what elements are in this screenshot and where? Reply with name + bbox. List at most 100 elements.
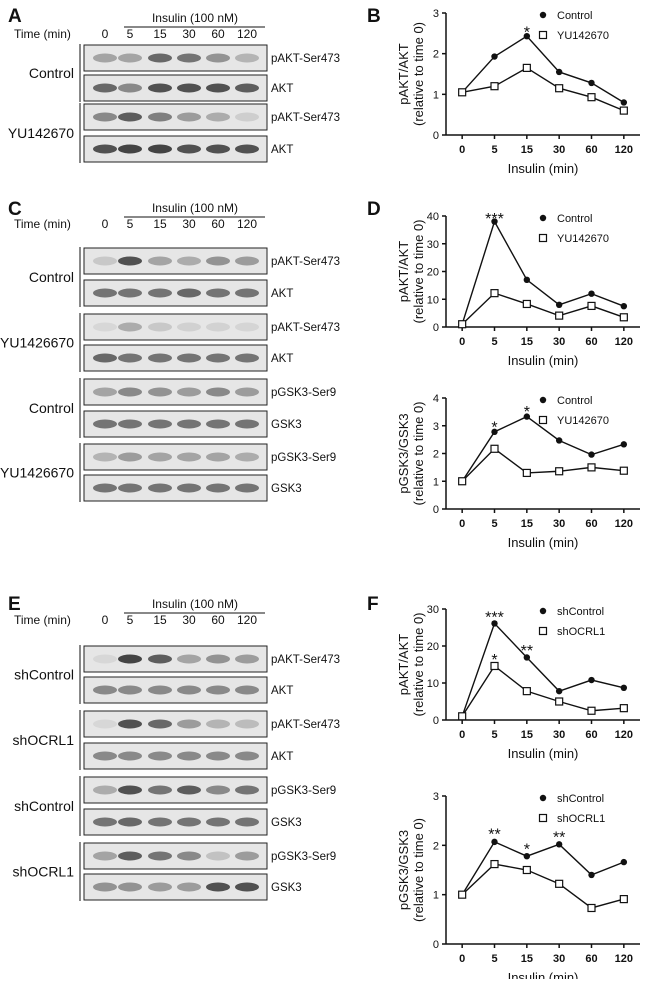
x-tick-label: 15 — [521, 729, 533, 741]
blot-band — [93, 256, 117, 266]
x-tick-label: 30 — [553, 144, 565, 156]
data-point-open — [555, 84, 564, 93]
blot-panel-A: Insulin (100 nM) Time (min) 0 5 15 30 60 120 Con… — [8, 11, 340, 163]
data-point-filled — [588, 676, 595, 684]
legend-label: Control — [557, 395, 592, 407]
series-line-filled — [461, 840, 625, 896]
blot-band — [177, 112, 201, 122]
blot-band — [148, 882, 172, 892]
y-axis-label-sub: (relative to time 0) — [411, 22, 426, 126]
data-point-filled — [555, 687, 563, 695]
data-point-filled — [555, 841, 563, 848]
blot-band — [206, 751, 230, 761]
blot-band — [206, 785, 230, 795]
blot-band — [118, 53, 142, 63]
blot-band — [148, 353, 172, 363]
panel-letter-c: C — [8, 199, 22, 220]
x-axis-label: Insulin (min) — [508, 161, 579, 176]
time-label: Time (min) — [14, 217, 71, 231]
blot-band — [235, 751, 259, 761]
protein-label: pAKT-Ser473 — [271, 719, 340, 731]
panel-letter-a: A — [8, 6, 22, 27]
group-label: Control — [29, 400, 74, 416]
legend-label: YU142670 — [557, 30, 609, 42]
data-point-open — [555, 697, 564, 706]
blot-band — [93, 83, 117, 93]
time-tick: 120 — [237, 613, 257, 627]
legend-label: YU142670 — [557, 415, 609, 427]
data-point-open — [555, 311, 564, 320]
blot-band — [206, 419, 230, 429]
blot-band — [235, 112, 259, 122]
data-point-filled — [620, 302, 628, 310]
significance-mark: *** — [485, 610, 504, 627]
data-point-open — [458, 890, 467, 899]
blot-band — [148, 685, 172, 695]
blot-band — [93, 53, 117, 63]
time-tick: 15 — [153, 27, 167, 41]
x-tick-label: 5 — [491, 144, 497, 156]
blot-band — [206, 353, 230, 363]
blot-header: Insulin (100 nM) — [152, 597, 238, 611]
data-point-open — [490, 661, 499, 671]
blot-band — [235, 53, 259, 63]
legend-marker-filled — [539, 607, 547, 615]
data-point-open — [458, 320, 467, 329]
series-line-open — [461, 292, 625, 325]
protein-label: AKT — [271, 83, 293, 95]
blot-band — [118, 387, 142, 397]
blot-band — [118, 751, 142, 761]
series-line-open — [461, 863, 625, 909]
group-label: shOCRL1 — [13, 864, 75, 880]
protein-label: pAKT-Ser473 — [271, 112, 340, 124]
blot-band — [235, 353, 259, 363]
blot-panel-E: Insulin (100 nM) Time (min) 0 5 15 30 60 120 shC… — [13, 597, 340, 901]
series-line-open — [461, 447, 624, 482]
blot-band — [206, 483, 230, 493]
data-point-open — [619, 704, 628, 713]
x-tick-label: 15 — [521, 336, 533, 348]
protein-label: pAKT-Ser473 — [271, 256, 340, 268]
blot-band — [118, 851, 142, 861]
blot-header: Insulin (100 nM) — [152, 201, 238, 215]
time-tick: 60 — [211, 217, 225, 231]
legend-marker-filled — [539, 794, 547, 802]
data-point-filled — [523, 852, 531, 860]
x-tick-label: 120 — [615, 729, 633, 741]
x-tick-label: 60 — [585, 729, 597, 741]
protein-label: pAKT-Ser473 — [271, 53, 340, 65]
blot-strip — [83, 710, 268, 738]
blot-band — [148, 719, 172, 729]
time-tick: 30 — [182, 217, 196, 231]
blot-strip — [83, 313, 268, 341]
blot-band — [177, 353, 201, 363]
data-point-open — [522, 299, 531, 309]
x-tick-label: 0 — [459, 518, 465, 530]
data-point-filled — [491, 838, 498, 846]
protein-label: AKT — [271, 288, 293, 300]
blot-band — [148, 483, 172, 493]
y-tick-label: 3 — [433, 791, 439, 803]
series-line-open — [461, 664, 624, 717]
significance-mark: * — [491, 652, 497, 669]
blot-band — [93, 387, 117, 397]
protein-label: GSK3 — [271, 882, 302, 894]
data-point-open — [619, 466, 628, 475]
legend-label: Control — [557, 10, 592, 22]
protein-label: pGSK3-Ser9 — [271, 785, 336, 797]
protein-label: GSK3 — [271, 419, 302, 431]
significance-mark: ** — [521, 643, 533, 660]
series-line-filled — [461, 415, 625, 482]
data-point-filled — [588, 79, 595, 87]
blot-band — [148, 83, 172, 93]
data-point-filled — [620, 684, 628, 692]
y-axis-label: pAKT/AKT — [396, 241, 411, 302]
y-axis-label: pGSK3/GSK3 — [396, 830, 411, 910]
data-point-filled — [491, 620, 498, 627]
blot-band — [118, 112, 142, 122]
blot-band — [118, 685, 142, 695]
blot-band — [206, 53, 230, 63]
blot-band — [206, 851, 230, 861]
